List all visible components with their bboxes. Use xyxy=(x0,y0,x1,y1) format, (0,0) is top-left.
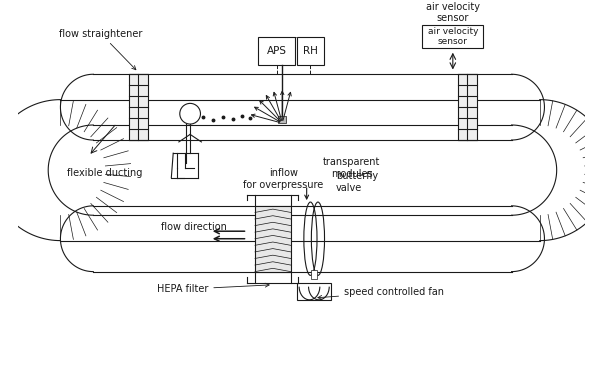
Bar xyxy=(255,206,291,272)
Text: air velocity
sensor: air velocity sensor xyxy=(428,27,478,46)
Text: speed controlled fan: speed controlled fan xyxy=(318,287,444,299)
Bar xyxy=(297,37,324,65)
Text: air velocity
sensor: air velocity sensor xyxy=(426,2,480,23)
Bar xyxy=(297,283,331,300)
Bar xyxy=(422,25,484,48)
Text: flow direction: flow direction xyxy=(161,222,227,232)
Text: APS: APS xyxy=(267,46,286,56)
Text: RH: RH xyxy=(303,46,318,56)
Text: flow straightener: flow straightener xyxy=(59,29,142,70)
Text: HEPA filter: HEPA filter xyxy=(157,283,269,294)
Text: transparent
modules: transparent modules xyxy=(323,157,380,179)
Bar xyxy=(311,270,317,279)
Bar xyxy=(279,116,286,123)
Text: inflow
for overpressure: inflow for overpressure xyxy=(243,168,323,190)
Text: butterfly
valve: butterfly valve xyxy=(336,171,378,193)
Text: flexible ducting: flexible ducting xyxy=(67,168,142,178)
Bar xyxy=(258,37,295,65)
Bar xyxy=(129,74,148,140)
Bar xyxy=(458,74,477,140)
